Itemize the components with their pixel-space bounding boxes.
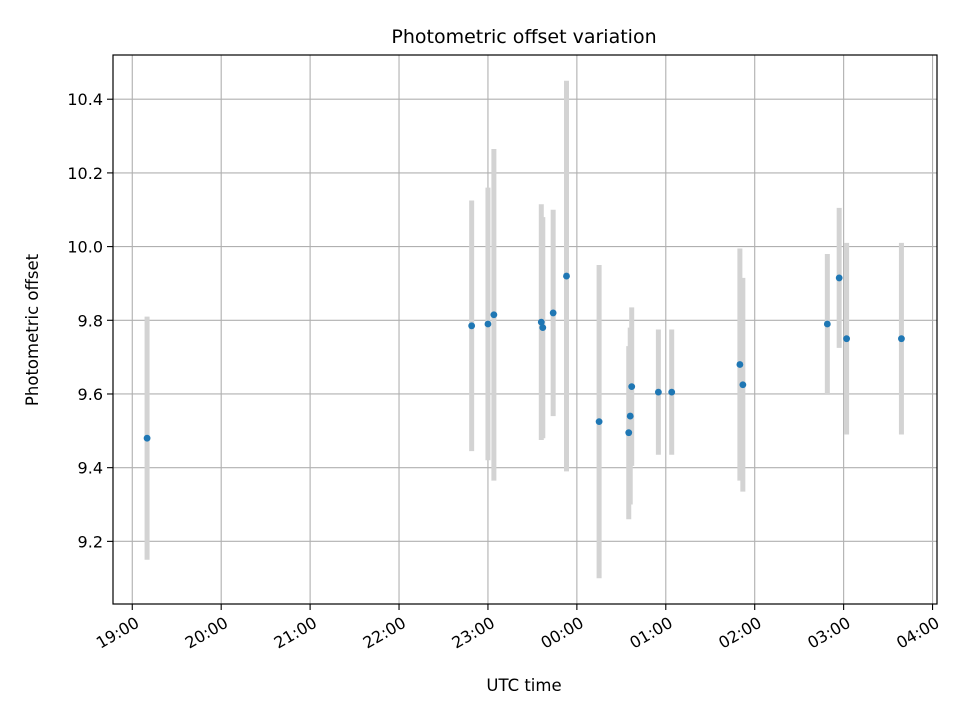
x-tick-label: 21:00 [271,613,320,653]
x-tick-label: 19:00 [93,613,142,653]
data-point [668,388,676,396]
x-tick-label: 02:00 [715,613,764,653]
chart-title: Photometric offset variation [391,26,656,48]
data-points [143,272,905,442]
data-point [739,381,747,389]
plot-area-frame [112,54,938,605]
data-point [628,383,636,391]
data-point [563,272,570,280]
data-point [468,322,476,330]
x-tick-label: 03:00 [804,613,853,653]
y-axis-ticks: 9.2 9.4 9.6 9.8 10.0 10.2 10.4 [67,90,113,551]
grid [113,55,937,604]
y-tick-label: 10.2 [67,164,103,183]
data-point [626,412,634,420]
y-tick-label: 9.8 [78,311,103,330]
x-tick-label: 01:00 [626,613,675,653]
y-tick-label: 9.6 [78,385,103,404]
x-tick-label: 04:00 [893,613,942,653]
y-axis-label: Photometric offset [23,253,42,406]
x-tick-label: 20:00 [182,613,231,653]
data-point [736,361,744,368]
data-point [484,320,492,328]
y-tick-label: 10.4 [67,90,103,109]
data-point [898,335,905,343]
x-tick-label: 00:00 [537,613,586,653]
data-point [625,429,633,437]
data-point [490,311,498,319]
x-axis-label: UTC time [486,676,561,695]
error-bars [144,80,904,579]
y-tick-label: 10.0 [67,238,103,257]
data-point [539,324,547,332]
x-tick-label: 22:00 [360,613,409,653]
data-point [143,434,151,442]
data-point [549,309,557,317]
x-tick-label: 23:00 [449,613,498,653]
data-point [843,335,850,343]
data-point [595,418,603,426]
data-point [835,274,843,282]
y-tick-label: 9.2 [78,532,103,551]
data-point [537,318,545,326]
data-point [823,320,831,328]
data-point [654,388,662,396]
x-axis-ticks: 19:00 20:00 21:00 22:00 23:00 00:00 01:00 02:00… [93,604,943,653]
y-tick-label: 9.4 [78,459,103,478]
